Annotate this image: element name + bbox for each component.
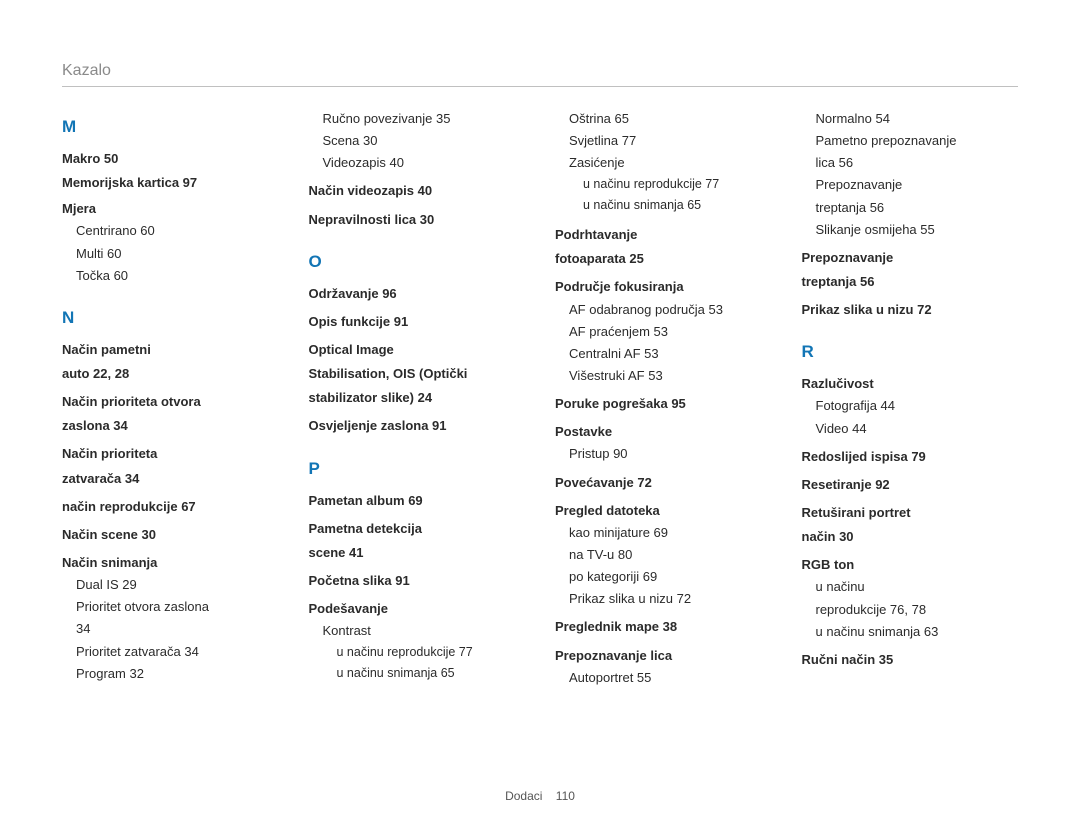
index-sub: Pristup 90 bbox=[555, 444, 772, 464]
index-entry: Pametan album 69 bbox=[309, 491, 526, 511]
index-head: Podešavanje bbox=[309, 599, 526, 619]
index-head: Postavke bbox=[555, 422, 772, 442]
index-subsub: u načinu reprodukcije 77 bbox=[309, 643, 526, 662]
index-sub: Prioritet zatvarača 34 bbox=[62, 642, 279, 662]
index-sub: Oštrina 65 bbox=[555, 109, 772, 129]
index-sub: Autoportret 55 bbox=[555, 668, 772, 688]
index-subsub: u načinu snimanja 65 bbox=[555, 196, 772, 215]
index-columns: M Makro 50 Memorijska kartica 97 Mjera C… bbox=[62, 107, 1018, 690]
index-sub: kao minijature 69 bbox=[555, 523, 772, 543]
index-entry: Način prioriteta bbox=[62, 444, 279, 464]
index-head: Područje fokusiranja bbox=[555, 277, 772, 297]
index-entry: zatvarača 34 bbox=[62, 469, 279, 489]
index-sub: Fotografija 44 bbox=[802, 396, 1019, 416]
index-head: Pregled datoteka bbox=[555, 501, 772, 521]
index-sub: po kategoriji 69 bbox=[555, 567, 772, 587]
index-entry: Ručni način 35 bbox=[802, 650, 1019, 670]
index-entry: Makro 50 bbox=[62, 149, 279, 169]
index-sub: Slikanje osmijeha 55 bbox=[802, 220, 1019, 240]
column-4: Normalno 54 Pametno prepoznavanje lica 5… bbox=[802, 107, 1019, 690]
index-sub: reprodukcije 76, 78 bbox=[802, 600, 1019, 620]
index-sub: Višestruki AF 53 bbox=[555, 366, 772, 386]
index-sub: Pametno prepoznavanje bbox=[802, 131, 1019, 151]
index-head: Mjera bbox=[62, 199, 279, 219]
index-sub: AF praćenjem 53 bbox=[555, 322, 772, 342]
index-sub: Prepoznavanje bbox=[802, 175, 1019, 195]
column-1: M Makro 50 Memorijska kartica 97 Mjera C… bbox=[62, 107, 279, 690]
index-entry: Početna slika 91 bbox=[309, 571, 526, 591]
index-head: Prepoznavanje lica bbox=[555, 646, 772, 666]
index-sub: lica 56 bbox=[802, 153, 1019, 173]
index-sub: u načinu snimanja 63 bbox=[802, 622, 1019, 642]
index-sub: Video 44 bbox=[802, 419, 1019, 439]
footer-section: Dodaci bbox=[505, 789, 542, 803]
section-letter-o: O bbox=[309, 252, 526, 272]
index-sub: Zasićenje bbox=[555, 153, 772, 173]
index-sub: u načinu bbox=[802, 577, 1019, 597]
index-sub: Normalno 54 bbox=[802, 109, 1019, 129]
index-entry: Način pametni bbox=[62, 340, 279, 360]
index-head: RGB ton bbox=[802, 555, 1019, 575]
page-title: Kazalo bbox=[62, 62, 1018, 87]
index-sub: Dual IS 29 bbox=[62, 575, 279, 595]
index-sub: Kontrast bbox=[309, 621, 526, 641]
index-entry: Poruke pogrešaka 95 bbox=[555, 394, 772, 414]
index-sub: Multi 60 bbox=[62, 244, 279, 264]
index-entry: scene 41 bbox=[309, 543, 526, 563]
index-entry: Način videozapis 40 bbox=[309, 181, 526, 201]
index-sub: Ručno povezivanje 35 bbox=[309, 109, 526, 129]
index-head: Razlučivost bbox=[802, 374, 1019, 394]
index-sub: treptanja 56 bbox=[802, 198, 1019, 218]
index-entry: Prepoznavanje bbox=[802, 248, 1019, 268]
index-entry: Pametna detekcija bbox=[309, 519, 526, 539]
index-subsub: u načinu reprodukcije 77 bbox=[555, 175, 772, 194]
index-sub: Prioritet otvora zaslona bbox=[62, 597, 279, 617]
index-entry: Povećavanje 72 bbox=[555, 473, 772, 493]
index-entry: Prikaz slika u nizu 72 bbox=[802, 300, 1019, 320]
index-sub: na TV-u 80 bbox=[555, 545, 772, 565]
index-entry: Način scene 30 bbox=[62, 525, 279, 545]
index-entry: Resetiranje 92 bbox=[802, 475, 1019, 495]
index-entry: stabilizator slike) 24 bbox=[309, 388, 526, 408]
index-sub: 34 bbox=[62, 619, 279, 639]
index-sub: Točka 60 bbox=[62, 266, 279, 286]
index-entry: treptanja 56 bbox=[802, 272, 1019, 292]
footer-page-number: 110 bbox=[556, 789, 575, 803]
index-entry: način reprodukcije 67 bbox=[62, 497, 279, 517]
section-letter-r: R bbox=[802, 342, 1019, 362]
index-entry: Redoslijed ispisa 79 bbox=[802, 447, 1019, 467]
column-2: Ručno povezivanje 35 Scena 30 Videozapis… bbox=[309, 107, 526, 690]
index-entry: Optical Image bbox=[309, 340, 526, 360]
index-entry: Osvjeljenje zaslona 91 bbox=[309, 416, 526, 436]
index-sub: Centralni AF 53 bbox=[555, 344, 772, 364]
index-sub: Videozapis 40 bbox=[309, 153, 526, 173]
index-sub: Centrirano 60 bbox=[62, 221, 279, 241]
index-entry: Nepravilnosti lica 30 bbox=[309, 210, 526, 230]
index-page: Kazalo M Makro 50 Memorijska kartica 97 … bbox=[0, 0, 1080, 815]
index-sub: Program 32 bbox=[62, 664, 279, 684]
index-head: Način snimanja bbox=[62, 553, 279, 573]
index-sub: Scena 30 bbox=[309, 131, 526, 151]
index-entry: fotoaparata 25 bbox=[555, 249, 772, 269]
index-entry: Održavanje 96 bbox=[309, 284, 526, 304]
index-sub: AF odabranog područja 53 bbox=[555, 300, 772, 320]
index-entry: Način prioriteta otvora bbox=[62, 392, 279, 412]
index-entry: Podrhtavanje bbox=[555, 225, 772, 245]
index-entry: Memorijska kartica 97 bbox=[62, 173, 279, 193]
index-entry: auto 22, 28 bbox=[62, 364, 279, 384]
index-entry: Opis funkcije 91 bbox=[309, 312, 526, 332]
column-3: Oštrina 65 Svjetlina 77 Zasićenje u nači… bbox=[555, 107, 772, 690]
index-sub: Svjetlina 77 bbox=[555, 131, 772, 151]
section-letter-m: M bbox=[62, 117, 279, 137]
index-entry: način 30 bbox=[802, 527, 1019, 547]
section-letter-p: P bbox=[309, 459, 526, 479]
index-entry: Retuširani portret bbox=[802, 503, 1019, 523]
index-sub: Prikaz slika u nizu 72 bbox=[555, 589, 772, 609]
index-entry: zaslona 34 bbox=[62, 416, 279, 436]
section-letter-n: N bbox=[62, 308, 279, 328]
page-footer: Dodaci 110 bbox=[0, 789, 1080, 803]
index-entry: Preglednik mape 38 bbox=[555, 617, 772, 637]
index-entry: Stabilisation, OIS (Optički bbox=[309, 364, 526, 384]
index-subsub: u načinu snimanja 65 bbox=[309, 664, 526, 683]
